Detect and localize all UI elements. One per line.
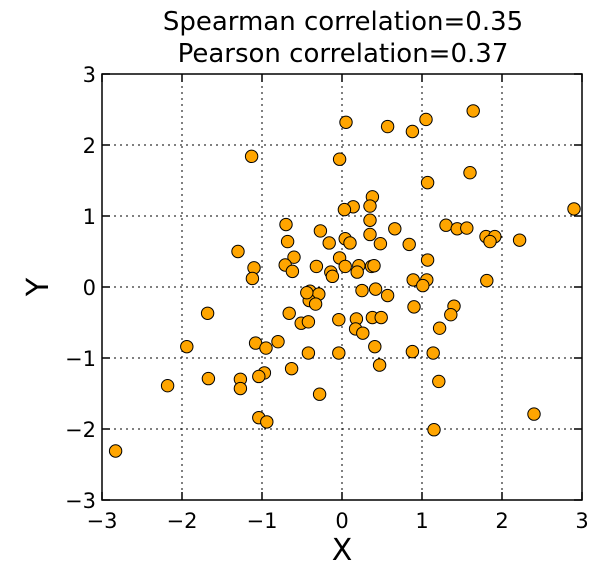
data-point — [405, 124, 420, 139]
data-point — [512, 233, 527, 247]
data-point — [368, 282, 383, 296]
data-point — [200, 306, 215, 320]
data-point — [233, 381, 248, 396]
data-point — [343, 236, 357, 250]
data-point — [388, 222, 402, 236]
axis-ticks — [101, 73, 583, 501]
data-point — [420, 253, 435, 267]
data-point — [337, 202, 352, 217]
data-point — [259, 341, 273, 355]
x-tick-label: −1 — [247, 509, 278, 533]
y-tick-label: 0 — [83, 276, 96, 300]
y-tick-label: 2 — [83, 134, 96, 158]
x-tick-label: 2 — [495, 509, 508, 533]
data-point — [160, 378, 175, 393]
data-point — [419, 112, 433, 127]
data-point — [372, 358, 387, 372]
data-point — [432, 321, 447, 335]
data-point — [322, 236, 336, 250]
data-point — [300, 285, 314, 300]
data-point — [407, 300, 421, 314]
data-point — [439, 218, 453, 232]
data-point — [483, 234, 497, 249]
data-point — [444, 307, 458, 322]
data-point — [252, 369, 266, 384]
y-tick-label: 1 — [83, 205, 96, 229]
data-point — [527, 407, 541, 421]
data-point — [368, 339, 382, 354]
data-point — [338, 259, 352, 274]
data-point — [363, 199, 377, 213]
data-point — [480, 273, 494, 288]
data-point — [380, 119, 395, 134]
data-point — [332, 152, 347, 166]
data-point — [312, 387, 327, 401]
data-point — [402, 237, 416, 252]
y-tick-label: 3 — [83, 63, 96, 87]
data-point — [463, 165, 477, 180]
data-point — [332, 346, 346, 360]
data-point — [355, 283, 369, 298]
data-point — [260, 415, 274, 429]
chart-title-line-2: Pearson correlation=0.37 — [178, 39, 509, 69]
data-point — [282, 306, 296, 320]
data-point — [244, 149, 259, 164]
data-point — [356, 326, 370, 340]
data-point — [380, 288, 395, 303]
y-tick-label: −2 — [65, 418, 96, 442]
data-point — [301, 315, 316, 329]
data-point — [363, 227, 377, 242]
data-point — [279, 217, 293, 232]
data-point — [427, 423, 441, 437]
chart-title-line-1: Spearman correlation=0.35 — [163, 7, 523, 37]
data-point — [108, 444, 123, 458]
data-point — [308, 297, 323, 311]
x-tick-label: 0 — [335, 509, 348, 533]
data-point — [420, 175, 435, 190]
y-axis-label: Y — [21, 277, 56, 297]
data-point — [180, 339, 194, 354]
data-point — [367, 259, 381, 273]
data-point — [405, 344, 420, 359]
data-point — [280, 234, 295, 249]
data-point — [332, 312, 346, 327]
y-tick-label: −3 — [65, 489, 96, 513]
y-tick-label: −1 — [65, 347, 96, 371]
x-tick-label: 1 — [415, 509, 428, 533]
x-axis-label: X — [332, 533, 353, 568]
data-point — [460, 221, 474, 235]
data-point — [567, 202, 581, 216]
data-point — [201, 371, 216, 386]
data-point — [416, 278, 430, 293]
data-point — [231, 244, 245, 259]
data-point — [313, 224, 328, 238]
data-point — [325, 269, 340, 284]
x-tick-label: 3 — [575, 509, 588, 533]
data-point — [339, 115, 353, 129]
data-point — [309, 259, 324, 274]
data-point — [245, 271, 260, 286]
x-tick-label: −3 — [87, 509, 118, 533]
grid — [101, 73, 583, 501]
data-point — [466, 104, 480, 118]
data-point — [287, 250, 301, 264]
x-tick-label: −2 — [167, 509, 198, 533]
data-point — [374, 310, 388, 325]
tick-labels: −3 −2 −1 0 1 2 3 −3 −2 −1 0 1 2 3 — [65, 63, 589, 533]
data-point — [432, 374, 446, 389]
data-point — [350, 265, 364, 279]
data-point — [363, 213, 377, 227]
data-point — [284, 361, 299, 376]
data-points — [108, 104, 581, 458]
data-point — [301, 346, 316, 360]
data-point — [426, 346, 440, 360]
data-point — [271, 334, 285, 349]
data-point — [373, 236, 388, 251]
data-point — [285, 264, 300, 279]
